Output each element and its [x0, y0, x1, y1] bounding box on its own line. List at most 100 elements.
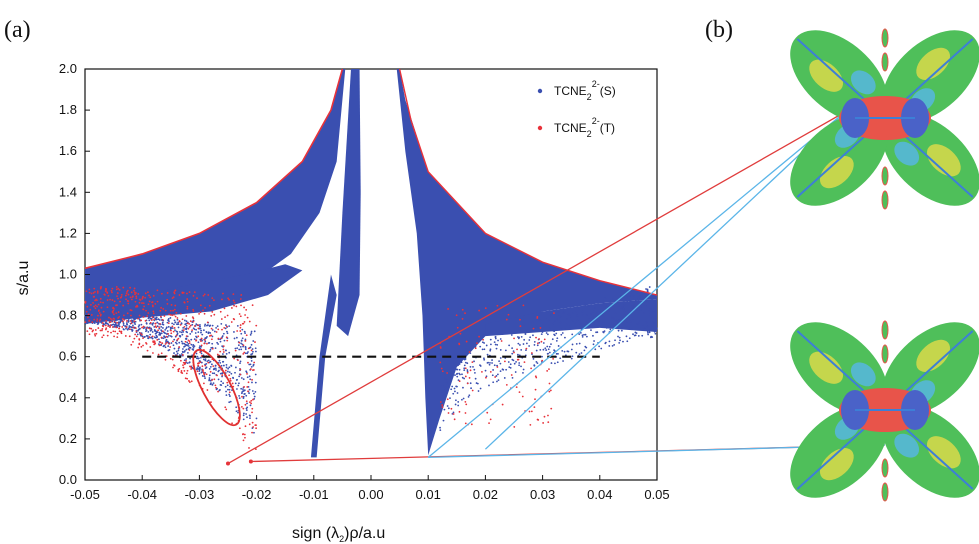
series-t-point	[510, 374, 513, 376]
y-tick-label: 1.8	[59, 102, 77, 117]
series-s-point	[234, 366, 237, 369]
series-t-point	[233, 301, 236, 304]
series-s-point	[86, 313, 88, 316]
series-s-point	[501, 368, 504, 371]
isosurface-patch	[894, 433, 920, 458]
series-t-point	[187, 339, 190, 342]
series-s-point	[240, 377, 243, 379]
series-t-point	[238, 313, 241, 315]
series-s-point	[496, 373, 499, 376]
series-t-point	[118, 315, 121, 318]
series-s-point	[629, 300, 632, 302]
series-s-point	[237, 411, 239, 414]
series-s-point	[214, 364, 217, 367]
bond-line	[796, 38, 877, 111]
series-t-point	[228, 374, 231, 377]
bond-line	[796, 417, 877, 490]
series-t-point	[91, 330, 94, 333]
series-t-point	[119, 300, 121, 303]
series-s-point	[187, 351, 189, 354]
series-t-point	[246, 316, 249, 319]
series-t-point	[458, 410, 461, 413]
series-s-point	[575, 351, 578, 354]
series-t-point	[110, 289, 113, 292]
series-s-point	[133, 317, 135, 320]
series-t-point	[183, 301, 186, 304]
series-s-point	[204, 358, 207, 361]
series-s-point	[533, 340, 536, 343]
series-t-point	[537, 419, 540, 421]
series-t-point	[190, 366, 193, 369]
series-t-point	[474, 347, 477, 350]
series-s-point	[224, 385, 227, 388]
series-t-point	[135, 297, 138, 300]
series-t-point	[447, 308, 449, 310]
series-s-point	[225, 364, 228, 366]
series-t-point	[147, 303, 150, 306]
series-s-point	[240, 348, 243, 351]
series-s-point	[213, 368, 216, 371]
series-s-point	[455, 399, 457, 402]
series-t-point	[174, 289, 177, 292]
series-s-point	[626, 340, 629, 343]
series-t-point	[224, 369, 227, 372]
series-s-point	[493, 364, 496, 367]
series-t-point	[152, 294, 155, 297]
series-s-point	[443, 408, 446, 411]
series-s-point	[164, 328, 167, 331]
series-s-point	[584, 303, 587, 306]
series-t-point	[118, 288, 121, 291]
series-s-point	[465, 351, 468, 354]
series-t-point	[207, 294, 210, 296]
series-s-point	[140, 313, 143, 316]
series-s-point	[254, 381, 257, 384]
series-s-point	[193, 345, 196, 347]
series-s-point	[545, 332, 548, 334]
series-s-point	[454, 403, 457, 406]
series-t-point	[142, 325, 145, 328]
series-s-point	[622, 307, 625, 310]
series-t-point	[536, 342, 539, 345]
y-tick-label: 0.2	[59, 431, 77, 446]
series-s-point	[495, 375, 498, 377]
x-tick-label: -0.03	[185, 487, 215, 502]
series-t-point	[248, 320, 251, 323]
series-t-point	[101, 327, 104, 330]
series-t-point	[159, 322, 161, 325]
series-s-point	[179, 330, 181, 333]
series-s-point	[633, 334, 636, 337]
series-t-point	[134, 327, 137, 330]
series-t-point	[240, 405, 243, 408]
series-s-point	[182, 351, 184, 354]
series-s-point	[612, 298, 615, 301]
series-t-point	[94, 299, 96, 302]
series-s-point	[192, 346, 195, 349]
series-t-point	[105, 320, 108, 322]
series-t-point	[152, 310, 155, 313]
series-s-point	[155, 316, 158, 319]
series-t-point	[142, 344, 144, 347]
series-s-point	[211, 383, 214, 386]
series-t-point	[200, 344, 203, 347]
series-t-point	[166, 292, 169, 294]
series-t-point	[226, 339, 229, 342]
series-t-point	[185, 372, 188, 375]
series-t-point	[169, 309, 172, 312]
series-t-point	[132, 340, 134, 343]
series-s-point	[517, 342, 520, 345]
series-s-point	[186, 341, 189, 344]
series-t-point	[99, 286, 102, 289]
series-s-point	[200, 352, 203, 355]
series-t-point	[441, 406, 444, 409]
series-t-point	[243, 351, 246, 354]
series-t-point	[163, 315, 166, 317]
series-t-point	[453, 418, 456, 421]
series-t-point	[244, 339, 247, 342]
series-t-point	[471, 361, 474, 364]
series-t-point	[528, 410, 531, 413]
series-s-point	[134, 323, 137, 325]
series-s-point	[223, 339, 226, 342]
series-s-point	[222, 382, 225, 385]
series-s-point	[634, 331, 637, 334]
series-t-point	[197, 364, 200, 367]
